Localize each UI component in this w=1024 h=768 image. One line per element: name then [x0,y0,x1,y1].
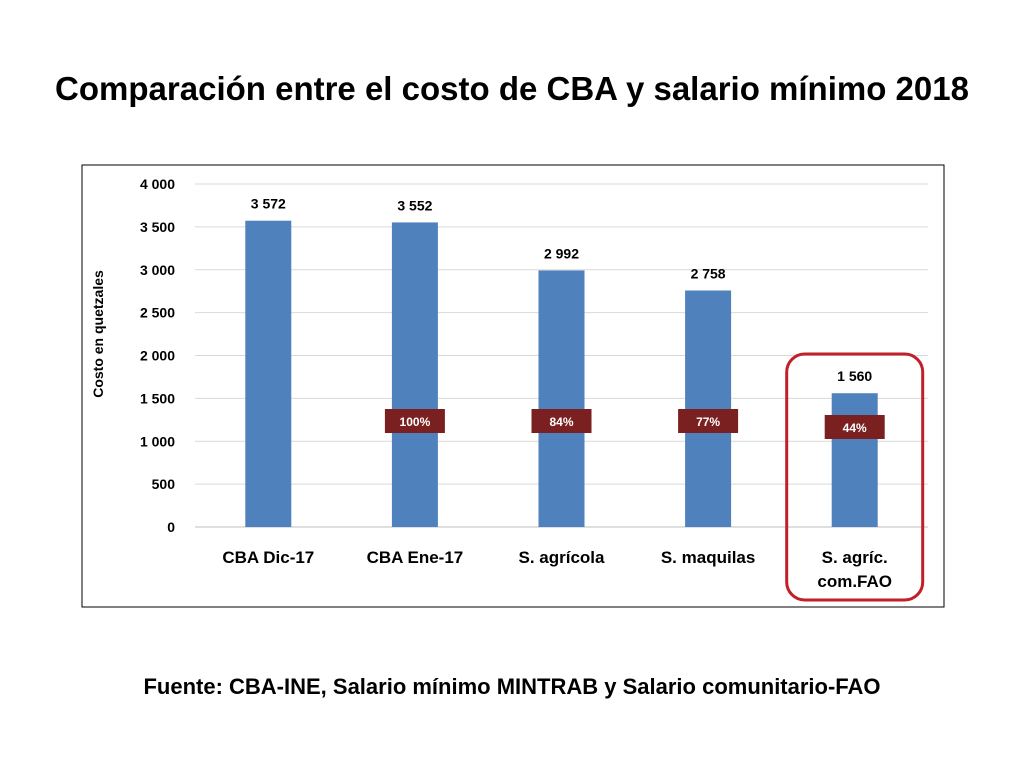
y-tick-label: 1 000 [140,433,175,449]
highlight [785,352,925,602]
value-label: 3 552 [397,197,432,213]
percent-label: 77% [696,415,720,429]
slide-title: Comparación entre el costo de CBA y sala… [55,70,969,107]
category-label: CBA Ene-17 [367,548,464,567]
y-axis-ticks: 0 500 1 000 1 500 2 000 2 500 3 000 3 500 4 000 [140,176,175,535]
value-labels: 3 572 3 552 2 992 2 758 1 560 [251,196,873,385]
chart-frame [81,164,945,608]
percent-label: 84% [549,415,573,429]
y-tick-label: 4 000 [140,176,175,192]
category-label: S. agrícola [519,548,606,567]
bar [391,222,438,527]
bar [831,393,878,527]
percent-label: 100% [400,415,431,429]
percent-box [678,409,739,433]
percent-label: 44% [843,421,867,435]
category-label: CBA Dic-17 [222,548,314,567]
value-label: 3 572 [251,196,286,212]
y-tick-label: 0 [167,519,175,535]
value-label: 2 992 [544,245,579,261]
y-axis-title: Costo en quetzales [90,270,106,398]
category-label: S. agríc. [822,548,888,567]
y-tick-label: 2 500 [140,305,175,321]
y-tick-label: 2 000 [140,348,175,364]
value-label: 2 758 [691,266,726,282]
percent-box [824,415,885,439]
highlight-box [785,352,925,602]
percent-labels: 100% 84% 77% 44% [384,409,885,439]
bar [685,290,732,527]
category-label: com.FAO [817,572,892,591]
value-label: 1 560 [837,368,872,384]
bar [245,220,292,528]
source-note: Fuente: CBA-INE, Salario mínimo MINTRAB … [143,674,881,699]
y-tick-label: 1 500 [140,390,175,406]
y-tick-label: 3 500 [140,219,175,235]
bar [538,270,585,527]
percent-box [531,409,592,433]
category-label: S. maquilas [661,548,755,567]
category-labels: CBA Dic-17 CBA Ene-17 S. agrícola S. maquil… [222,548,892,591]
percent-box [384,409,445,433]
y-tick-label: 3 000 [140,262,175,278]
y-tick-label: 500 [152,476,176,492]
